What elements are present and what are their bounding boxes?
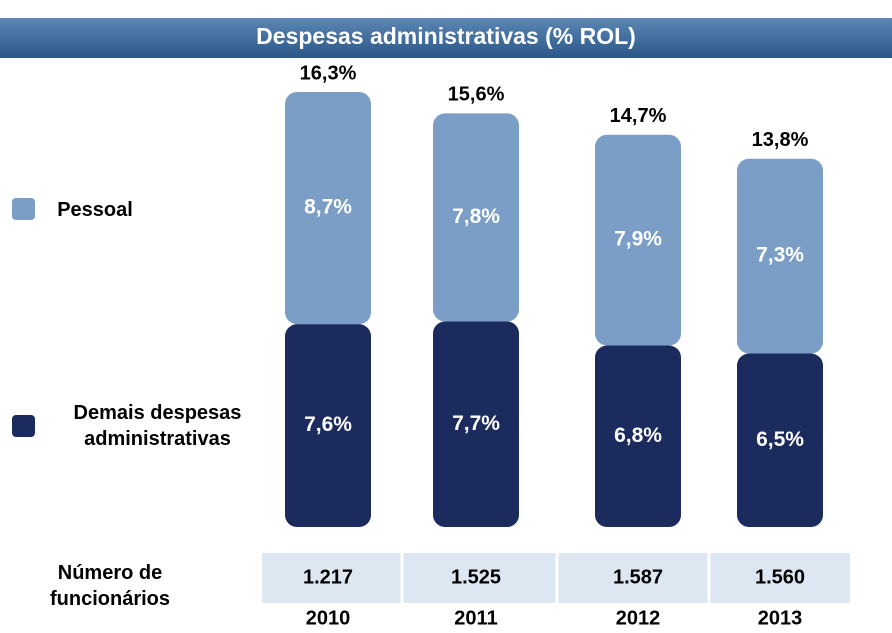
value-label: 7,8% (452, 205, 500, 228)
legend-swatch (12, 415, 35, 437)
total-label: 14,7% (610, 105, 667, 127)
x-tick-label: 2010 (306, 607, 351, 629)
value-label: 7,6% (304, 413, 352, 436)
value-label: 7,3% (756, 244, 804, 267)
employee-count: 1.587 (613, 566, 663, 588)
legend-label: Demais despesas administrativas (73, 402, 242, 450)
bar-segment (595, 345, 681, 527)
employee-count: 1.525 (451, 566, 501, 588)
bar-segment (737, 353, 823, 527)
x-tick-label: 2013 (758, 607, 803, 629)
value-label: 6,8% (614, 424, 662, 447)
value-label: 7,7% (452, 412, 500, 435)
employee-count: 1.217 (303, 566, 353, 588)
bar-segment (433, 321, 519, 527)
x-tick-label: 2012 (616, 607, 661, 629)
bar-segment (595, 134, 681, 346)
value-label: 6,5% (756, 428, 804, 451)
chart-title: Despesas administrativas (% ROL) (256, 23, 636, 49)
title-bar (0, 18, 892, 58)
employees-label: Número de funcionários (49, 562, 170, 610)
employee-count: 1.560 (755, 566, 805, 588)
legend-label: Pessoal (57, 199, 133, 221)
bar-segment (285, 92, 371, 325)
value-label: 7,9% (614, 228, 662, 251)
total-label: 13,8% (752, 129, 809, 151)
bar-segment (433, 113, 519, 322)
x-tick-label: 2011 (454, 607, 497, 629)
bar-segment (285, 324, 371, 527)
value-label: 8,7% (304, 196, 352, 219)
bar-segment (737, 158, 823, 354)
total-label: 15,6% (448, 84, 505, 106)
total-label: 16,3% (300, 62, 357, 84)
legend-swatch (12, 198, 35, 220)
